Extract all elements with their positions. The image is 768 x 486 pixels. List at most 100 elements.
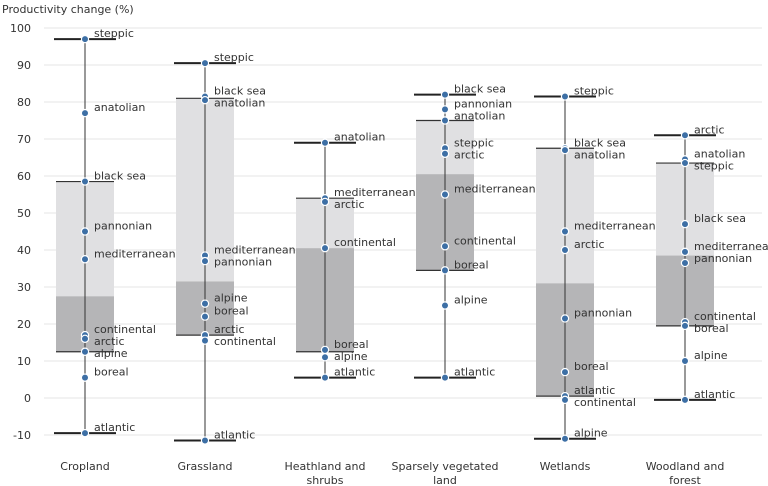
point-label: boreal <box>574 360 609 373</box>
data-point <box>320 243 330 253</box>
point-label: pannonian <box>454 97 512 110</box>
data-point <box>680 395 690 405</box>
data-point <box>440 90 450 99</box>
data-point <box>560 434 570 443</box>
point-label: anatolian <box>94 101 145 114</box>
category-label: Woodland and forest <box>646 460 725 486</box>
data-point <box>200 312 210 321</box>
point-label: arctic <box>214 323 245 336</box>
data-point <box>200 58 210 68</box>
point-label: alpine <box>94 347 128 360</box>
data-point <box>80 334 90 343</box>
data-point <box>320 138 330 147</box>
point-label: mediterranean <box>334 186 416 199</box>
point-label: pannonian <box>694 252 752 265</box>
point-label: black sea <box>454 83 506 96</box>
data-point <box>80 177 90 186</box>
point-label: anatolian <box>694 147 745 160</box>
point-label: boreal <box>454 258 489 271</box>
point-label: boreal <box>214 305 249 318</box>
y-tick-label: 20 <box>17 318 31 331</box>
data-point <box>80 347 90 356</box>
data-point <box>320 353 330 362</box>
point-label: steppic <box>94 27 134 40</box>
point-label: black sea <box>94 170 146 183</box>
point-label: atlantic <box>694 388 735 401</box>
data-point <box>680 158 690 168</box>
y-axis-title: Productivity change (%) <box>2 3 134 16</box>
point-label: continental <box>94 323 156 336</box>
data-point <box>440 301 450 310</box>
point-label: alpine <box>454 294 488 307</box>
point-label: alpine <box>694 349 728 362</box>
category-label-line: Sparsely vegetated <box>392 460 499 473</box>
data-point <box>80 373 90 382</box>
data-point <box>680 219 690 229</box>
point-label: atlantic <box>214 429 255 442</box>
data-point <box>80 428 90 438</box>
category-label: Wetlands <box>540 460 591 473</box>
category-label-line: land <box>433 474 457 486</box>
data-point <box>200 436 210 445</box>
point-label: black sea <box>574 136 626 149</box>
category-label-line: Heathland and <box>284 460 365 473</box>
point-label: atlantic <box>94 421 135 434</box>
point-label: continental <box>334 236 396 249</box>
point-label: continental <box>574 396 636 409</box>
data-point <box>80 34 90 44</box>
x-axis-categories: Cropland Grassland Heathland and shrubs Spar… <box>60 460 724 486</box>
data-point <box>440 190 450 199</box>
y-axis-ticks: -10 0 10 20 30 40 50 60 70 80 90 100 <box>10 22 31 442</box>
point-label: continental <box>694 310 756 323</box>
point-label: arctic <box>574 238 605 251</box>
category-label-line: Woodland and <box>646 460 725 473</box>
data-point <box>560 314 570 323</box>
point-label: anatolian <box>214 96 265 109</box>
point-label: alpine <box>334 350 368 363</box>
data-point <box>560 367 570 377</box>
point-label: mediterranean <box>454 183 536 196</box>
y-tick-label: 80 <box>17 96 31 109</box>
data-point <box>200 95 210 105</box>
data-point <box>560 227 570 236</box>
y-tick-label: 60 <box>17 170 31 183</box>
point-label: atlantic <box>334 366 375 379</box>
data-point <box>560 145 570 155</box>
data-point <box>440 266 450 275</box>
category-label-line: forest <box>669 474 701 486</box>
category-label: Grassland <box>178 460 233 473</box>
data-point <box>680 247 690 257</box>
data-point <box>680 356 690 366</box>
point-label: arctic <box>454 148 485 161</box>
y-tick-label: 100 <box>10 22 31 35</box>
point-label: pannonian <box>214 256 272 269</box>
point-label: anatolian <box>574 148 625 161</box>
data-point <box>200 256 210 266</box>
point-label: anatolian <box>454 109 505 122</box>
data-point <box>440 116 450 125</box>
point-label: pannonian <box>94 220 152 233</box>
y-tick-label: -10 <box>13 429 31 442</box>
data-point <box>680 321 690 331</box>
point-label: arctic <box>694 123 725 136</box>
point-label: alpine <box>214 292 248 305</box>
data-point <box>560 245 570 255</box>
point-label: boreal <box>694 322 729 335</box>
point-label: black sea <box>214 84 266 97</box>
point-label: atlantic <box>574 384 615 397</box>
data-point <box>680 131 690 140</box>
data-point <box>680 258 690 268</box>
point-label: mediterranean <box>694 240 768 253</box>
y-tick-label: 90 <box>17 59 31 72</box>
category-label: Cropland <box>60 460 109 473</box>
point-label: steppic <box>694 159 734 172</box>
data-point <box>80 227 90 236</box>
y-tick-label: 30 <box>17 281 31 294</box>
point-label: arctic <box>334 198 365 211</box>
point-label: steppic <box>574 84 614 97</box>
point-label: anatolian <box>334 131 385 144</box>
point-label: boreal <box>334 338 369 351</box>
data-point <box>320 345 330 355</box>
